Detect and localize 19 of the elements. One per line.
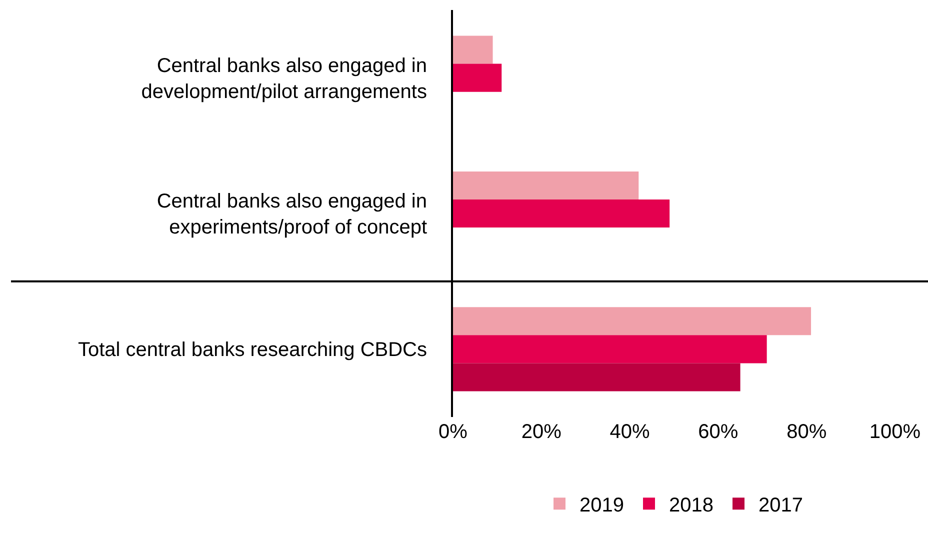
bar <box>453 335 767 364</box>
x-tick-label: 80% <box>786 421 827 443</box>
bar <box>453 363 740 392</box>
x-tick-label: 40% <box>610 421 650 443</box>
bar <box>453 307 812 336</box>
legend-label: 2017 <box>758 494 803 516</box>
legend-label: 2018 <box>669 494 714 516</box>
y-tick-label: Central banks also engaged in development/pilot arrangements <box>141 54 427 103</box>
legend-label: 2019 <box>580 494 624 516</box>
bar <box>453 199 670 228</box>
bar <box>453 36 493 64</box>
x-tick-label: 60% <box>698 421 738 443</box>
x-tick-label: 20% <box>521 421 562 443</box>
x-tick-label: 100% <box>869 421 921 443</box>
bar <box>453 171 639 200</box>
bar <box>453 64 502 92</box>
x-tick-label: 0% <box>438 421 468 443</box>
y-tick-label: Central banks also engaged in experiments/proof of concept <box>156 190 428 238</box>
y-tick-label: Total central banks researching CBDCs <box>78 339 427 362</box>
